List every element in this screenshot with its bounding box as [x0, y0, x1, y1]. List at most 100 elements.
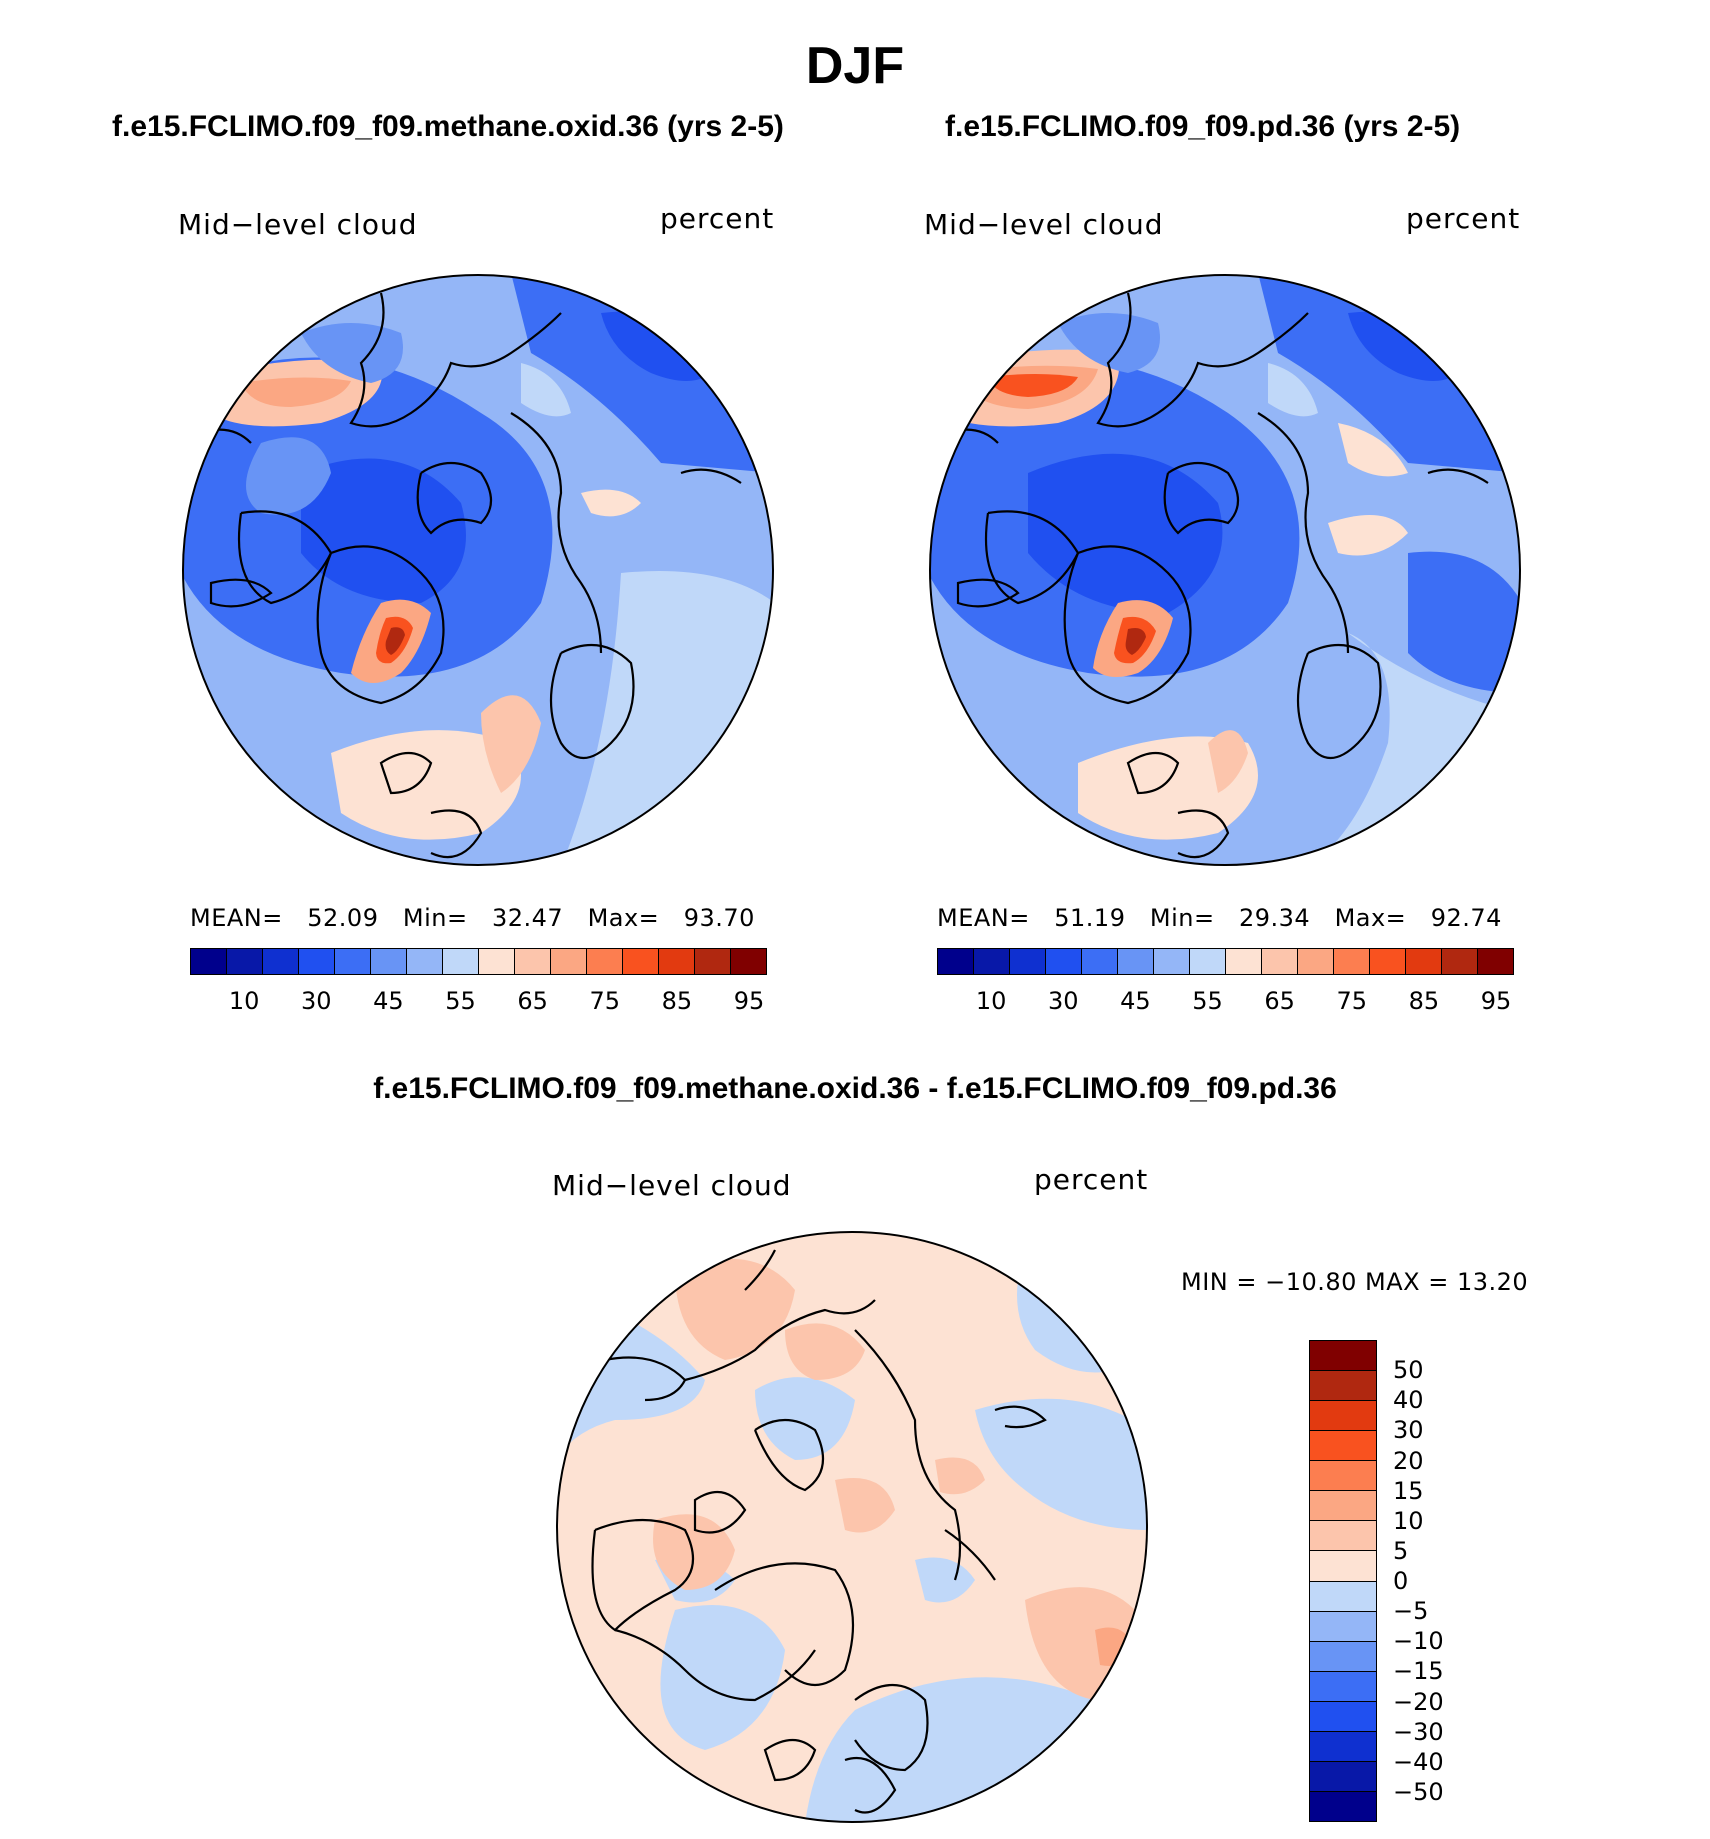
panel-1-colorbar-swatch — [479, 949, 515, 974]
panel-2-min: 29.34 — [1238, 904, 1311, 932]
panel-1-colorbar-swatch — [191, 949, 227, 974]
panel-2-colorbar-swatch — [1082, 949, 1118, 974]
panel-3-colorbar-tick: −50 — [1393, 1777, 1444, 1806]
panel-1-colorbar-tick: 85 — [661, 987, 693, 1015]
panel-1-colorbar-swatch — [371, 949, 407, 974]
panel-2-stats: MEAN= 51.19 Min= 29.34 Max= 92.74 — [937, 904, 1502, 932]
panel-3-colorbar-swatch — [1310, 1581, 1376, 1612]
panel-3-colorbar-tick: −5 — [1393, 1597, 1429, 1626]
panel-2-mean-label: MEAN= — [937, 904, 1030, 932]
panel-2-map — [929, 274, 1521, 866]
panel-1-mean-label: MEAN= — [190, 904, 283, 932]
panel-1-colorbar-swatch — [515, 949, 551, 974]
panel-1-colorbar-tick: 10 — [228, 987, 260, 1015]
panel-3-colorbar-swatch — [1310, 1611, 1376, 1642]
panel-2-colorbar — [937, 948, 1514, 975]
panel-2-colorbar-swatch — [1334, 949, 1370, 974]
panel-1-colorbar-tick: 30 — [300, 987, 332, 1015]
panel-2-colorbar-swatch — [1118, 949, 1154, 974]
panel-3-colorbar-tick: −15 — [1393, 1657, 1444, 1686]
panel-2-colorbar-swatch — [1262, 949, 1298, 974]
panel-1-max-label: Max= — [587, 904, 660, 932]
panel-1-max: 93.70 — [683, 904, 755, 932]
panel-2-colorbar-swatch — [1442, 949, 1478, 974]
panel-2-mean: 51.19 — [1054, 904, 1126, 932]
panel-1-colorbar-swatch — [623, 949, 659, 974]
panel-3-map — [556, 1231, 1148, 1823]
panel-3-colorbar-swatch — [1310, 1731, 1376, 1762]
panel-1-colorbar-swatch — [551, 949, 587, 974]
panel-3-units: percent — [1034, 1163, 1149, 1196]
panel-3-colorbar-swatch — [1310, 1401, 1376, 1432]
panel-2-colorbar-tick: 95 — [1480, 987, 1512, 1015]
panel-1-colorbar-ticks: 10 30 45 55 65 75 85 95 — [190, 987, 767, 1017]
panel-2-colorbar-ticks: 10 30 45 55 65 75 85 95 — [937, 987, 1514, 1017]
panel-3-colorbar-tick: −40 — [1393, 1747, 1444, 1776]
panel-1-colorbar-swatch — [299, 949, 335, 974]
panel-3-colorbar-swatch — [1310, 1431, 1376, 1462]
panel-1-colorbar-tick: 95 — [733, 987, 765, 1015]
panel-2-colorbar-swatch — [1406, 949, 1442, 974]
panel-3-colorbar-swatch — [1310, 1641, 1376, 1672]
panel-1-colorbar-swatch — [227, 949, 263, 974]
panel-3-colorbar-swatch — [1310, 1791, 1376, 1821]
panel-3-colorbar-tick: −20 — [1393, 1687, 1444, 1716]
panel-1-colorbar-tick: 65 — [517, 987, 548, 1015]
panel-3-colorbar-tick: 50 — [1393, 1356, 1424, 1385]
difference-title: f.e15.FCLIMO.f09_f09.methane.oxid.36 - f… — [373, 1072, 1337, 1105]
panel-2-colorbar-swatch — [938, 949, 974, 974]
panel-2-colorbar-swatch — [1154, 949, 1190, 974]
panel-2-colorbar-swatch — [1226, 949, 1262, 974]
figure-title: DJF — [805, 37, 905, 95]
panel-1-colorbar — [190, 948, 767, 975]
panel-2-colorbar-swatch — [1190, 949, 1226, 974]
panel-2-colorbar-swatch — [1298, 949, 1334, 974]
panel-3-minmax: MIN = −10.80 MAX = 13.20 — [1181, 1268, 1529, 1296]
panel-1-colorbar-swatch — [335, 949, 371, 974]
panel-1-colorbar-swatch — [407, 949, 443, 974]
panel-3-colorbar — [1309, 1340, 1377, 1822]
panel-2-colorbar-tick: 65 — [1264, 987, 1295, 1015]
panel-2-max: 92.74 — [1430, 904, 1502, 932]
panel-1-stats: MEAN= 52.09 Min= 32.47 Max= 93.70 — [190, 904, 755, 932]
panel-3-colorbar-tick: 0 — [1393, 1567, 1409, 1595]
panel-1-colorbar-swatch — [659, 949, 695, 974]
panel-1-colorbar-tick: 55 — [445, 987, 476, 1015]
panel-2-units: percent — [1406, 202, 1521, 235]
panel-3-colorbar-swatch — [1310, 1761, 1376, 1792]
panel-1-colorbar-tick: 45 — [373, 987, 404, 1015]
panel-1-min: 32.47 — [491, 904, 564, 932]
panel-2-colorbar-tick: 55 — [1192, 987, 1223, 1015]
panel-1-colorbar-swatch — [263, 949, 299, 974]
panel-1-colorbar-swatch — [695, 949, 731, 974]
panel-2-case-title: f.e15.FCLIMO.f09_f09.pd.36 (yrs 2-5) — [945, 110, 1461, 143]
panel-3-colorbar-tick: 5 — [1393, 1536, 1409, 1565]
panel-3-colorbar-swatch — [1310, 1701, 1376, 1732]
panel-3-colorbar-swatch — [1310, 1461, 1376, 1492]
panel-1-colorbar-swatch — [587, 949, 623, 974]
panel-3-colorbar-swatch — [1310, 1551, 1376, 1582]
panel-3-colorbar-swatch — [1310, 1491, 1376, 1522]
panel-1-mean: 52.09 — [307, 904, 379, 932]
panel-1-variable: Mid−level cloud — [178, 208, 418, 241]
panel-2-variable: Mid−level cloud — [924, 208, 1164, 241]
panel-3-colorbar-tick: 15 — [1393, 1476, 1424, 1505]
panel-3-colorbar-ticks: 50 40 30 20 15 10 5 0 −5 −10 −15 −20 −30 −40 −50 — [1393, 1340, 1493, 1822]
panel-1-min-label: Min= — [402, 904, 468, 932]
panel-2-colorbar-swatch — [1010, 949, 1046, 974]
panel-2-max-label: Max= — [1334, 904, 1407, 932]
panel-3-colorbar-swatch — [1310, 1371, 1376, 1402]
panel-3-colorbar-tick: −30 — [1393, 1717, 1444, 1746]
panel-2-colorbar-swatch — [1370, 949, 1406, 974]
panel-1-map — [182, 274, 774, 866]
panel-3-colorbar-tick: 20 — [1393, 1446, 1424, 1475]
panel-2-colorbar-tick: 85 — [1408, 987, 1440, 1015]
panel-3-colorbar-tick: 40 — [1393, 1386, 1424, 1415]
panel-3-colorbar-swatch — [1310, 1521, 1376, 1552]
panel-2-colorbar-tick: 75 — [1336, 987, 1367, 1015]
panel-3-colorbar-tick: 10 — [1393, 1506, 1424, 1535]
panel-2-colorbar-swatch — [1046, 949, 1082, 974]
panel-3-colorbar-tick: 30 — [1393, 1416, 1424, 1445]
panel-3-colorbar-tick: −10 — [1393, 1627, 1444, 1656]
panel-2-colorbar-tick: 45 — [1120, 987, 1151, 1015]
